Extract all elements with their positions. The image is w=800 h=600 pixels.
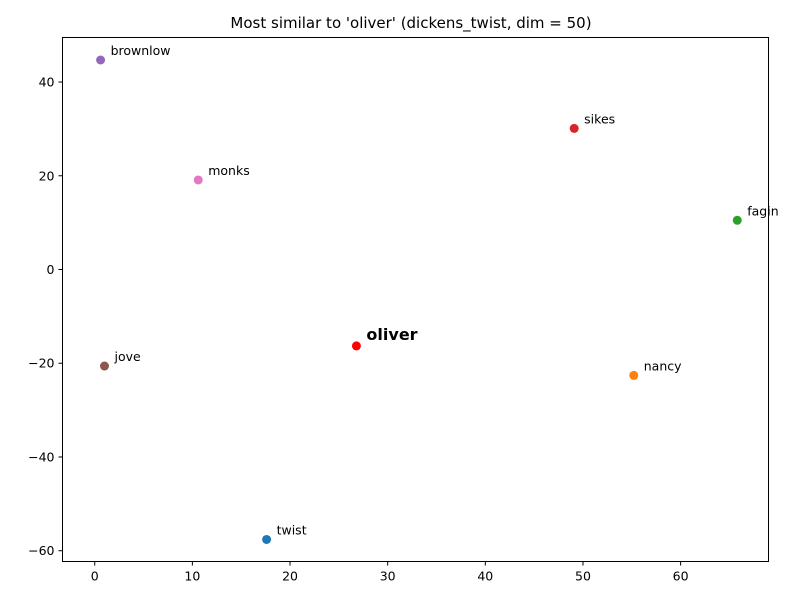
y-tick-label: −60 xyxy=(28,543,54,558)
y-tick-label: 20 xyxy=(39,168,55,183)
data-point-monks xyxy=(193,175,203,185)
point-label-fagin: fagin xyxy=(747,203,778,218)
data-point-nancy xyxy=(629,370,639,380)
x-axis: 0 10 20 30 40 50 60 xyxy=(91,561,689,584)
y-axis: −60 −40 −20 0 20 40 xyxy=(28,75,63,558)
data-points: oliver twist nancy fagin sikes brownlow jove mo… xyxy=(96,43,779,544)
plot-frame xyxy=(62,37,769,562)
x-tick-label: 20 xyxy=(282,569,298,584)
point-label-twist: twist xyxy=(277,522,307,537)
data-point-sikes xyxy=(569,123,579,133)
x-tick-label: 0 xyxy=(91,569,99,584)
point-label-brownlow: brownlow xyxy=(111,43,171,58)
data-point-fagin xyxy=(732,215,742,225)
data-point-brownlow xyxy=(96,55,106,65)
data-point-jove xyxy=(99,361,109,371)
y-tick-label: 40 xyxy=(39,75,55,90)
data-point-twist xyxy=(262,534,272,544)
x-tick-label: 50 xyxy=(575,569,591,584)
x-tick-label: 30 xyxy=(380,569,396,584)
x-tick-label: 40 xyxy=(477,569,493,584)
point-label-nancy: nancy xyxy=(644,358,682,373)
y-tick-label: 0 xyxy=(47,262,55,277)
point-label-sikes: sikes xyxy=(584,111,615,126)
point-label-oliver: oliver xyxy=(366,325,417,344)
y-tick-label: −40 xyxy=(28,449,54,464)
point-label-monks: monks xyxy=(208,163,250,178)
chart-title: Most similar to 'oliver' (dickens_twist,… xyxy=(230,14,591,33)
point-label-jove: jove xyxy=(113,349,141,364)
x-tick-label: 60 xyxy=(673,569,689,584)
x-tick-label: 10 xyxy=(184,569,200,584)
y-tick-label: −20 xyxy=(28,356,54,371)
data-point-oliver xyxy=(351,341,361,351)
